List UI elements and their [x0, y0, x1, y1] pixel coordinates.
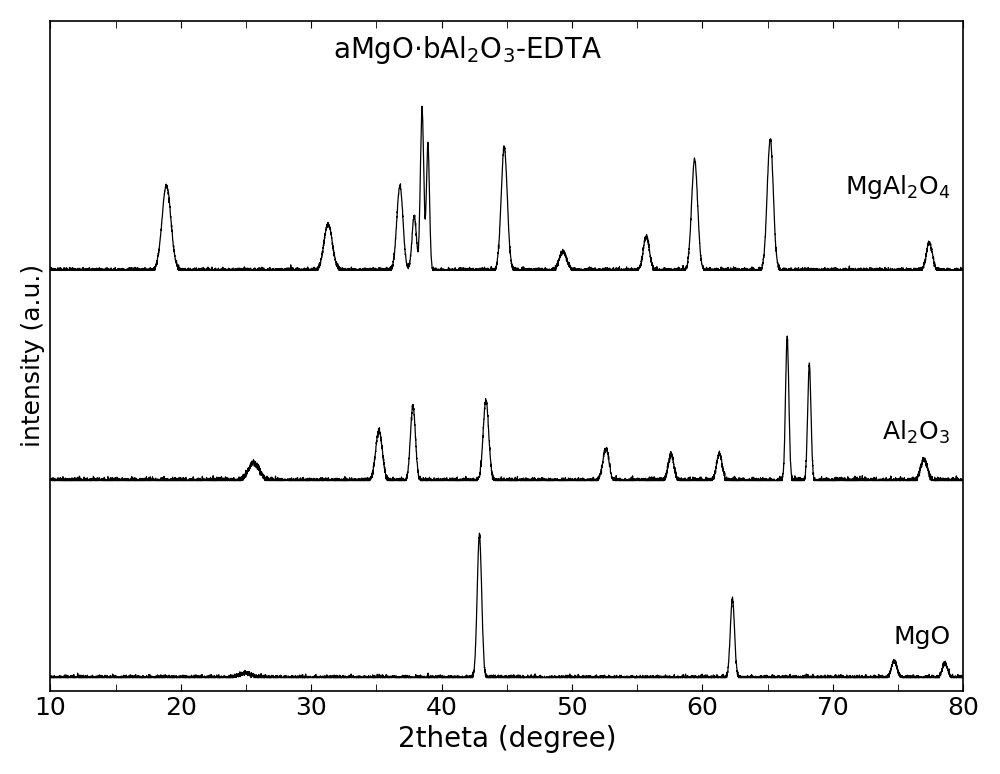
Text: MgAl$_2$O$_4$: MgAl$_2$O$_4$: [845, 173, 950, 201]
X-axis label: 2theta (degree): 2theta (degree): [398, 725, 616, 753]
Text: MgO: MgO: [893, 625, 950, 649]
Text: Al$_2$O$_3$: Al$_2$O$_3$: [882, 419, 950, 446]
Y-axis label: intensity (a.u.): intensity (a.u.): [21, 264, 45, 447]
Text: aMgO$\cdot$bAl$_2$O$_3$-EDTA: aMgO$\cdot$bAl$_2$O$_3$-EDTA: [333, 34, 602, 66]
